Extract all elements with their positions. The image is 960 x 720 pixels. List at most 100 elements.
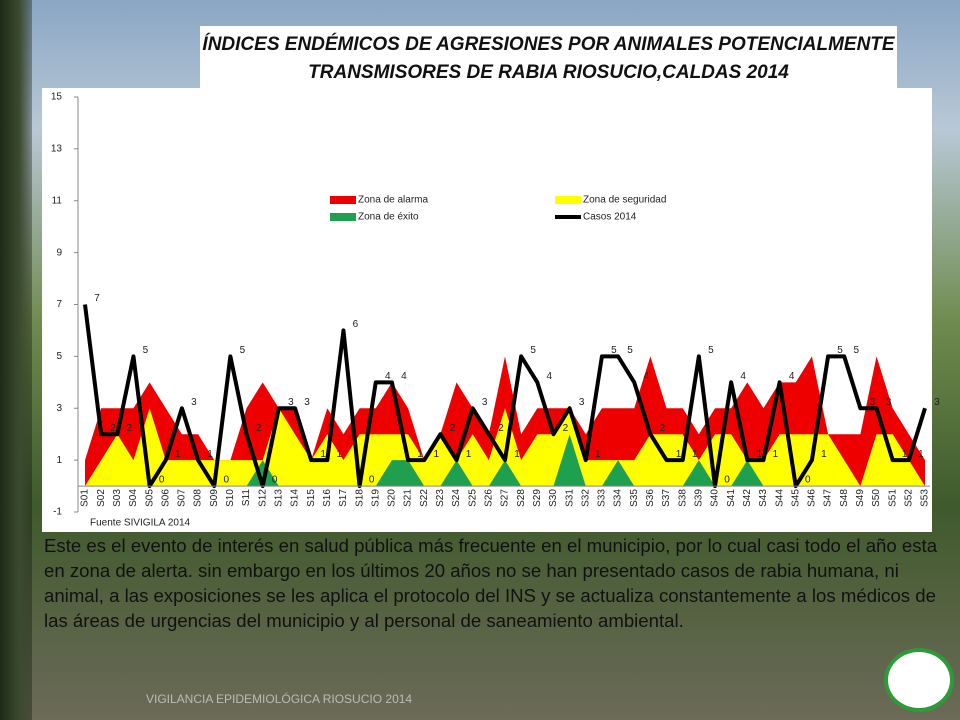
chart-source: Fuente SIVIGILA 2014 — [90, 518, 191, 529]
data-label: 5 — [837, 345, 843, 356]
data-label: 0 — [369, 475, 375, 486]
x-tick-label: S11 — [241, 489, 252, 506]
x-tick-label: S22 — [419, 489, 430, 507]
x-tick-label: S38 — [677, 489, 688, 507]
data-label: 5 — [240, 345, 246, 356]
x-tick-label: S15 — [306, 489, 317, 507]
data-label: 1 — [466, 449, 472, 460]
y-tick-label: 5 — [56, 351, 62, 362]
x-tick-label: S50 — [871, 489, 882, 507]
x-tick-label: S02 — [96, 489, 107, 507]
line — [83, 304, 927, 489]
data-label: 4 — [401, 371, 407, 382]
data-label: 5 — [708, 345, 714, 356]
x-tick-label: S41 — [726, 489, 737, 507]
x-tick-label: S42 — [742, 489, 753, 507]
data-label: 3 — [191, 397, 197, 408]
x-tick-label: S32 — [580, 489, 591, 507]
data-label: 5 — [530, 345, 536, 356]
description: Este es el evento de interés en salud pú… — [44, 535, 938, 631]
data-label: 1 — [320, 449, 326, 460]
x-tick-label: S31 — [564, 489, 575, 507]
y-tick-label: 9 — [56, 247, 62, 258]
data-label: 0 — [272, 475, 278, 486]
x-tick-label: S18 — [354, 489, 365, 507]
data-label: 0 — [223, 475, 229, 486]
data-label: 3 — [886, 397, 892, 408]
x-tick-label: S48 — [839, 489, 850, 507]
data-label: 6 — [353, 319, 359, 330]
data-label: 1 — [514, 449, 520, 460]
legend-label: Zona de seguridad — [583, 195, 666, 206]
x-tick-label: S33 — [597, 489, 608, 507]
slide-frame — [0, 0, 32, 720]
x-tick-label: S05 — [144, 489, 155, 507]
data-label: 4 — [643, 371, 649, 382]
data-label: 1 — [676, 449, 682, 460]
y-tick-label: 13 — [51, 144, 63, 155]
x-tick-label: S12 — [257, 489, 268, 507]
data-label: 5 — [143, 345, 149, 356]
data-label: 3 — [304, 397, 310, 408]
data-label: 2 — [498, 423, 504, 434]
x-tick-label: S08 — [193, 489, 204, 507]
legend-swatch — [330, 196, 356, 204]
x-tick-label: S53 — [920, 489, 931, 507]
data-label: 3 — [288, 397, 294, 408]
x-tick-label: S39 — [693, 489, 704, 507]
legend-swatch — [555, 196, 581, 204]
logo — [884, 648, 954, 712]
data-label: 1 — [417, 449, 423, 460]
x-tick-label: S46 — [807, 489, 818, 507]
y-tick-label: -1 — [53, 507, 62, 518]
x-tick-label: S30 — [548, 489, 559, 507]
x-tick-label: S52 — [903, 489, 914, 507]
y-tick-label: 11 — [52, 195, 63, 206]
x-tick-label: S01 — [80, 489, 91, 507]
data-label: 3 — [870, 397, 876, 408]
x-tick-label: S26 — [483, 489, 494, 507]
data-label: 1 — [175, 449, 181, 460]
data-label: 1 — [692, 449, 698, 460]
data-label: 4 — [547, 371, 553, 382]
legend-label: Casos 2014 — [583, 212, 637, 223]
data-label: 2 — [256, 423, 262, 434]
x-tick-label: S24 — [451, 489, 462, 507]
x-tick-label: S36 — [645, 489, 656, 507]
x-tick-label: S40 — [710, 489, 721, 507]
chart-title: ÍNDICES ENDÉMICOS DE AGRESIONES POR ANIM… — [200, 26, 897, 90]
data-label: 1 — [207, 449, 213, 460]
data-label: 2 — [127, 423, 133, 434]
data-label: 2 — [110, 423, 116, 434]
data-label: 2 — [660, 423, 666, 434]
x-tick-label: S13 — [273, 489, 284, 507]
x-tick-label: S04 — [128, 489, 139, 507]
data-label: 1 — [433, 449, 439, 460]
data-label: 2 — [563, 423, 569, 434]
y-tick-label: 3 — [56, 403, 62, 414]
data-label: 1 — [757, 449, 763, 460]
data-label: 3 — [579, 397, 585, 408]
data-label: 1 — [902, 449, 908, 460]
data-label: 1 — [918, 449, 924, 460]
x-tick-label: S06 — [160, 489, 171, 507]
data-label: 4 — [385, 371, 391, 382]
x-tick-label: S37 — [661, 489, 672, 507]
data-label: 5 — [627, 345, 633, 356]
x-tick-label: S44 — [774, 489, 785, 507]
x-tick-label: S28 — [516, 489, 527, 507]
data-label: 1 — [821, 449, 827, 460]
x-tick-label: S19 — [370, 489, 381, 507]
data-label: 0 — [805, 475, 811, 486]
x-tick-label: S14 — [290, 489, 301, 507]
x-tick-label: S23 — [435, 489, 446, 507]
legend-label: Zona de alarma — [358, 195, 428, 206]
x-tick-label: S17 — [338, 489, 349, 507]
legend-swatch — [330, 213, 356, 221]
data-label: 4 — [740, 371, 746, 382]
data-label: 2 — [450, 423, 456, 434]
x-tick-label: S51 — [887, 489, 898, 507]
data-label: 1 — [337, 449, 343, 460]
x-tick-label: S09 — [209, 489, 220, 507]
